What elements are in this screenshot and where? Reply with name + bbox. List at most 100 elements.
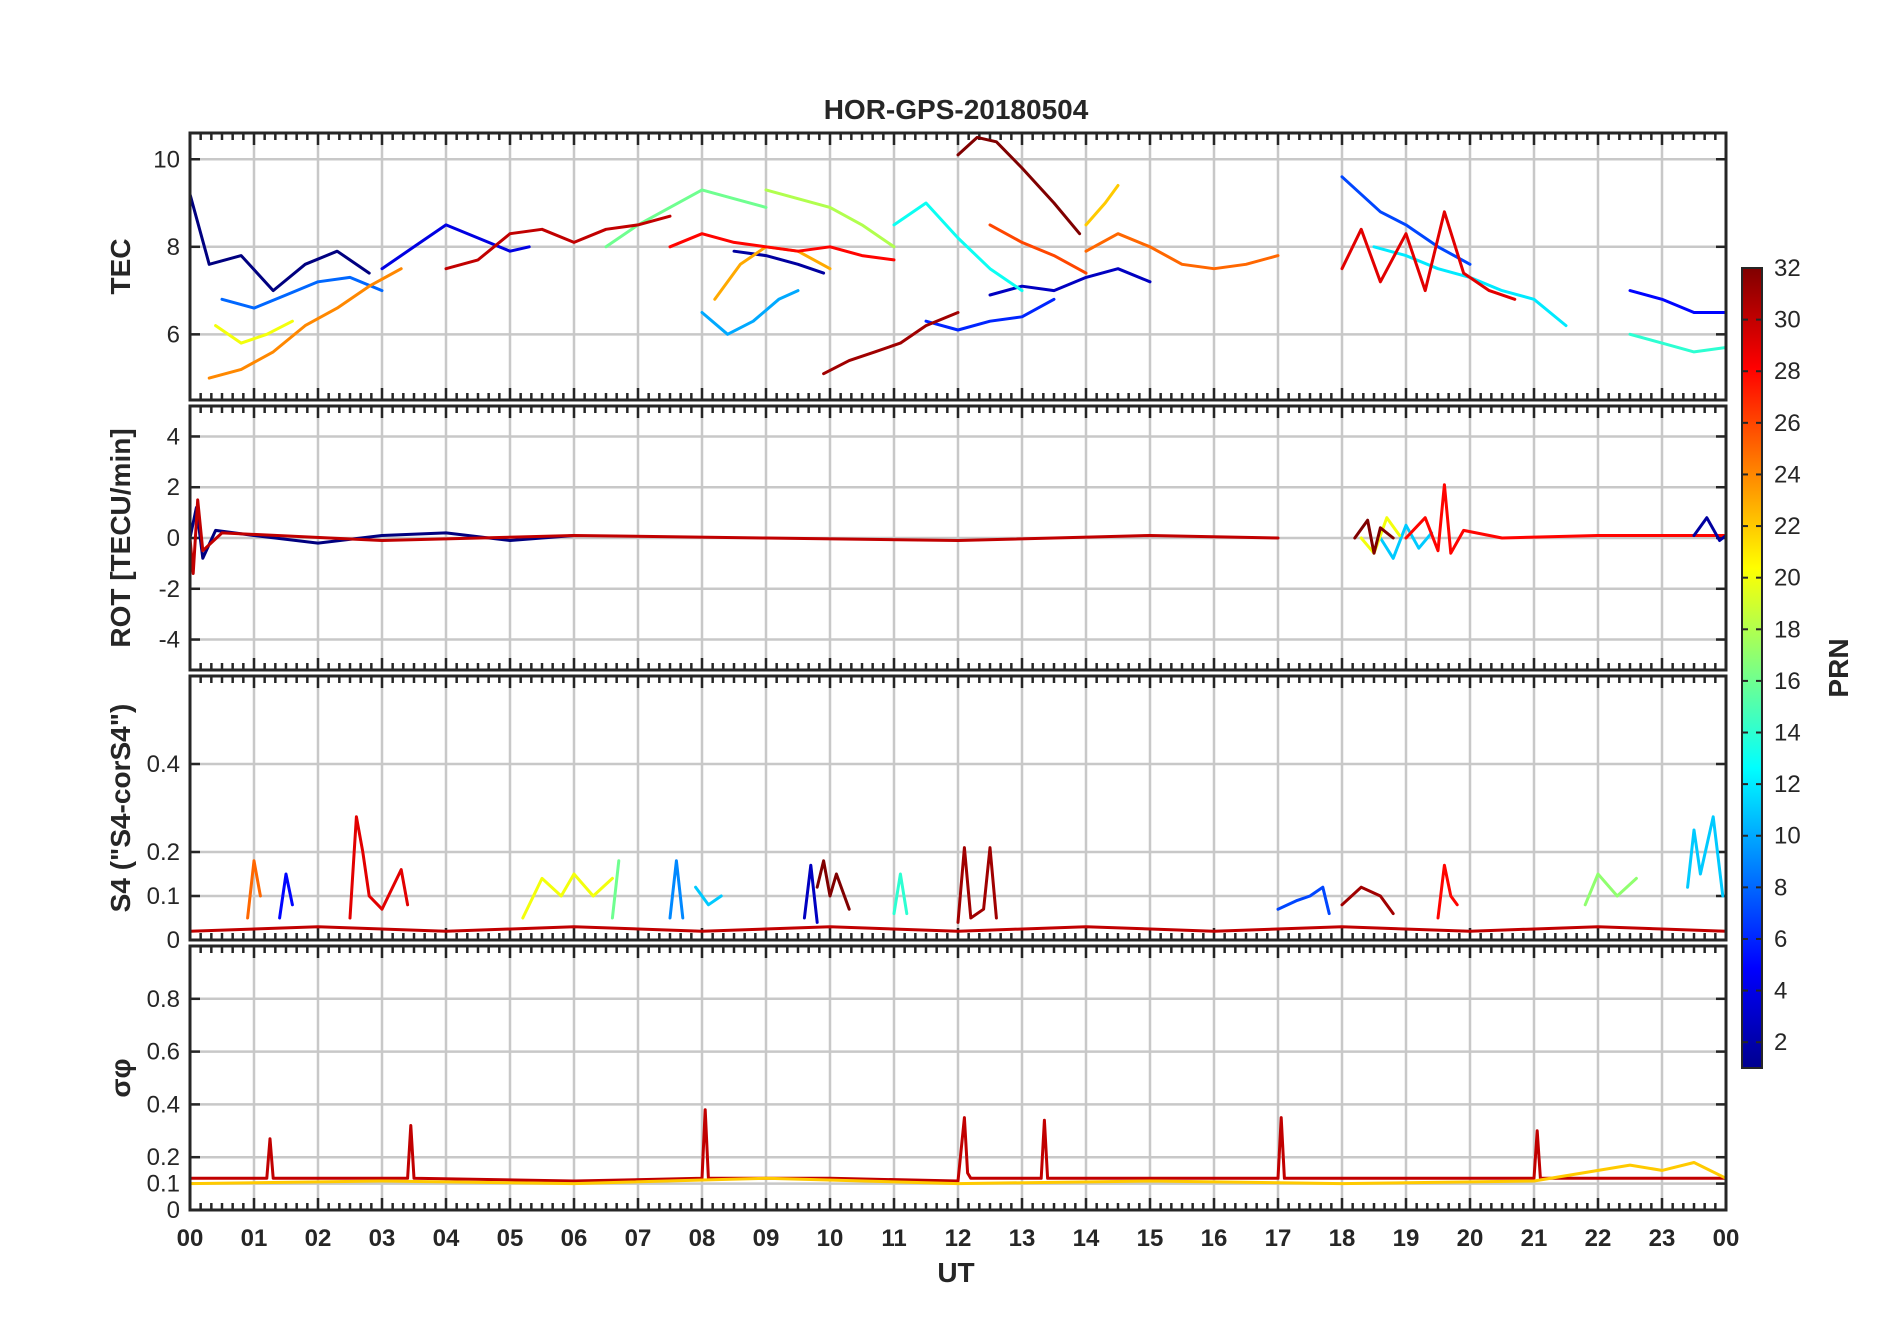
colorbar-tick-label: 24	[1774, 461, 1801, 488]
colorbar-tick-label: 12	[1774, 771, 1801, 798]
panel-s4: 0 0.1 0.2 0.4 S4 ("S4-corS4")	[105, 674, 1728, 954]
axes-frame-tec	[188, 131, 1728, 402]
series-group-s4	[190, 815, 1726, 933]
y-tick-label: 0.4	[147, 1091, 180, 1118]
series-line-prn-5	[278, 872, 294, 920]
x-tick-label: 04	[433, 1225, 460, 1252]
y-tick-label: 6	[167, 321, 180, 348]
y-axis-label-tec: TEC	[105, 239, 136, 295]
y-tick-label: 0	[167, 1197, 180, 1224]
series-line-prn-17	[1583, 872, 1638, 907]
colorbar-tick-label: 28	[1774, 358, 1801, 385]
x-tick-label: 16	[1201, 1225, 1228, 1252]
series-line-prn-32	[956, 135, 1082, 236]
colorbar-tick-label: 10	[1774, 823, 1801, 850]
series-line-prn-24	[207, 267, 403, 380]
series-line-prn-1	[190, 192, 371, 293]
series-line-prn-9	[668, 859, 685, 920]
series-line-prn-16	[604, 188, 768, 249]
y-tick-label: 0	[167, 927, 180, 954]
series-line-prn-28	[1404, 483, 1726, 555]
axes-frame-s4	[188, 674, 1728, 942]
series-line-prn-11	[1686, 815, 1725, 898]
x-tick-label: 11	[881, 1225, 906, 1252]
colorbar-label: PRN	[1823, 638, 1854, 697]
series-line-prn-22	[1084, 184, 1120, 227]
x-tick-label: 15	[1137, 1225, 1164, 1252]
series-line-prn-8	[220, 275, 384, 310]
x-tick-label: 18	[1329, 1225, 1356, 1252]
series-line-prn-32	[1353, 518, 1395, 555]
series-line-prn-16	[610, 859, 621, 920]
x-axis-label: UT	[937, 1257, 974, 1288]
y-tick-label: 0.1	[147, 883, 180, 910]
series-line-prn-6	[924, 297, 1056, 332]
colorbar-tick-label: 20	[1774, 565, 1801, 592]
series-line-prn-29	[1340, 210, 1517, 301]
x-tick-label: 12	[945, 1225, 972, 1252]
series-group-rot	[190, 483, 1726, 575]
y-tick-label: 8	[167, 234, 180, 261]
x-tick-label: 13	[1009, 1225, 1036, 1252]
series-line-prn-30	[190, 925, 1726, 933]
x-tick-label: 00	[177, 1225, 204, 1252]
series-line-prn-28	[668, 232, 896, 262]
x-tick-label: 09	[753, 1225, 780, 1252]
colorbar-tick-label: 26	[1774, 410, 1801, 437]
series-line-prn-31	[822, 311, 960, 376]
series-line-prn-2	[732, 249, 826, 275]
y-tick-label: 0.2	[147, 839, 180, 866]
axes-frame-rot	[188, 404, 1728, 672]
series-line-prn-32	[815, 859, 851, 911]
series-line-prn-31	[956, 846, 998, 924]
y-tick-label: 0.2	[147, 1144, 180, 1171]
figure-title: HOR-GPS-20180504	[824, 94, 1089, 125]
series-line-prn-3	[802, 863, 819, 924]
x-tick-label: 19	[1393, 1225, 1420, 1252]
x-tick-label: 22	[1585, 1225, 1612, 1252]
series-line-prn-25	[1084, 232, 1280, 271]
y-tick-label: 0.6	[147, 1039, 180, 1066]
series-line-prn-4	[380, 223, 531, 271]
colorbar-tick-label: 14	[1774, 720, 1801, 747]
series-line-prn-13	[892, 201, 1024, 293]
x-tick-label: 06	[561, 1225, 588, 1252]
y-tick-label: 0.8	[147, 986, 180, 1013]
series-line-prn-30	[444, 214, 672, 271]
series-line-prn-22	[190, 1161, 1726, 1186]
x-tick-label: 20	[1457, 1225, 1484, 1252]
series-line-prn-18	[764, 188, 896, 249]
y-tick-label: -2	[159, 576, 180, 603]
y-tick-label: 0.4	[147, 751, 180, 778]
series-line-prn-30	[190, 498, 1280, 575]
x-tick-label: 02	[305, 1225, 332, 1252]
x-tick-label: 17	[1265, 1225, 1292, 1252]
colorbar-tick-label: 8	[1774, 874, 1787, 901]
series-line-prn-20	[214, 319, 294, 345]
series-line-prn-7	[1340, 175, 1472, 266]
series-line-prn-11	[694, 885, 723, 907]
series-line-prn-28	[1436, 863, 1459, 920]
panel-sigma_phi: 00.10.2 0.4 0.6 0.8 σφ	[105, 944, 1728, 1224]
x-tick-label: 23	[1649, 1225, 1676, 1252]
series-line-prn-26	[988, 223, 1088, 275]
x-tick-label: 21	[1521, 1225, 1548, 1252]
x-tick-label: 14	[1073, 1225, 1100, 1252]
x-tick-label: 05	[497, 1225, 524, 1252]
y-tick-label: -4	[159, 627, 180, 654]
series-line-prn-14	[1628, 332, 1726, 354]
y-tick-label: 4	[167, 423, 180, 450]
series-line-prn-10	[700, 289, 800, 336]
series-line-prn-20	[521, 872, 614, 920]
series-line-prn-30	[190, 1108, 1726, 1183]
y-axis-label-rot: ROT [TECU/min]	[105, 428, 136, 647]
colorbar-tick-label: 2	[1774, 1029, 1787, 1056]
x-tick-label: 10	[817, 1225, 844, 1252]
y-axis-label-sigma_phi: σφ	[105, 1058, 136, 1097]
series-line-prn-29	[348, 815, 410, 920]
series-line-prn-14	[892, 872, 909, 916]
colorbar-tick-label: 6	[1774, 926, 1787, 953]
